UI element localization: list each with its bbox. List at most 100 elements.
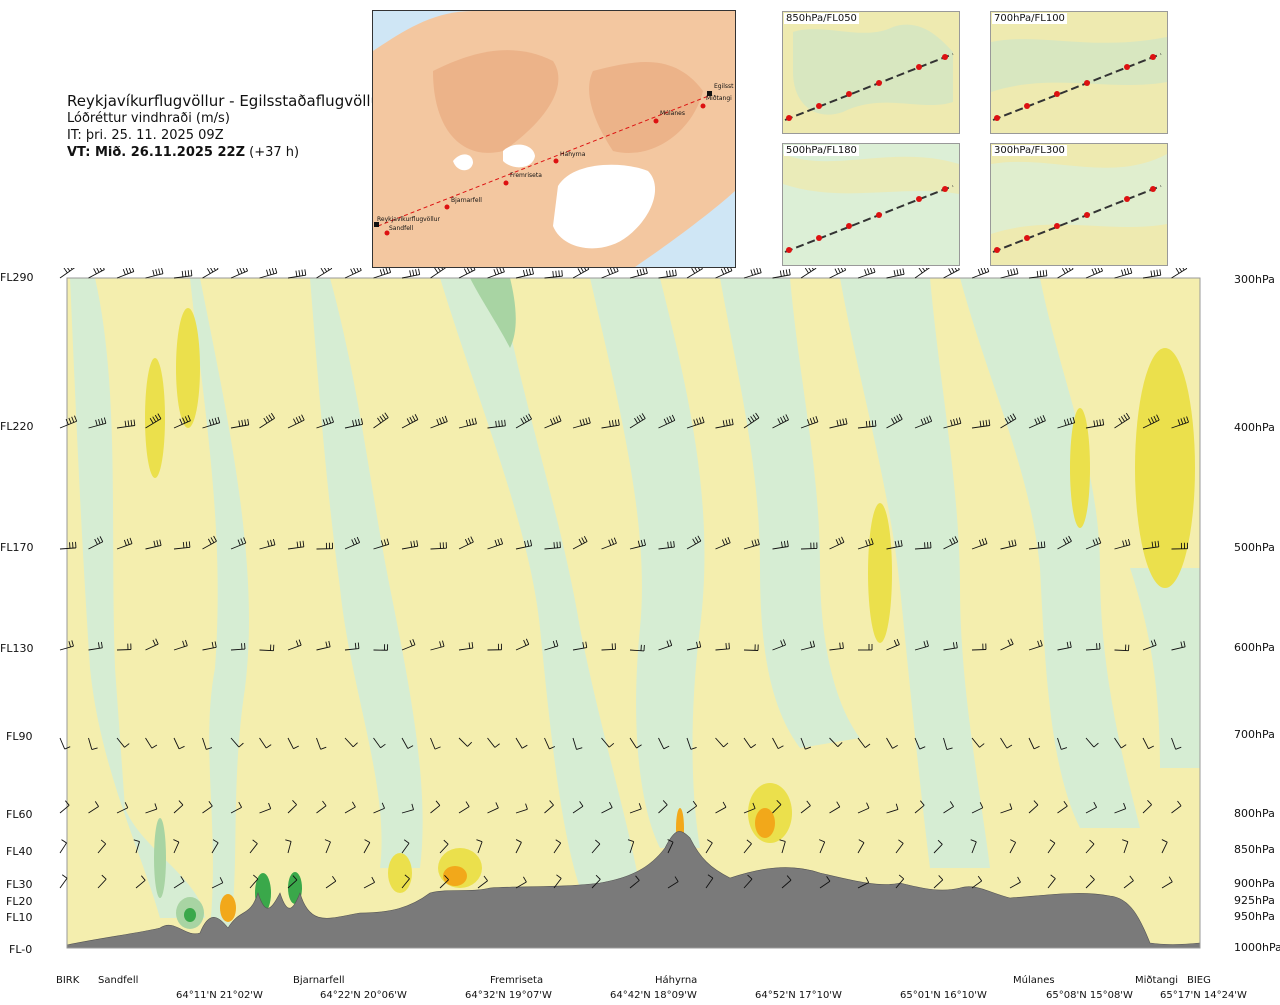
wind-barb: [430, 645, 445, 651]
wind-barb-feather: [253, 874, 259, 880]
wind-barb: [943, 806, 954, 814]
wind-barb-feather: [694, 268, 698, 273]
wind-barb-feather: [1017, 876, 1021, 883]
wind-barb: [601, 807, 613, 814]
wind-barb: [886, 737, 893, 749]
wind-barb-feather: [242, 268, 246, 273]
wind-barb: [401, 545, 418, 550]
wind-barb-feather: [949, 538, 953, 545]
coordinate-label: 65°01'N 16°10'W: [900, 990, 987, 1001]
downdraft-strong: [220, 894, 236, 922]
wind-barb-feather: [949, 801, 954, 807]
level-label-fl170: FL170: [0, 541, 34, 554]
wind-barb-feather: [870, 538, 874, 545]
coordinate-label: 64°52'N 17°10'W: [755, 990, 842, 1001]
wind-barb-feather: [1093, 801, 1097, 808]
wind-barb-feather: [1068, 535, 1072, 542]
level-label-fl90: FL90: [6, 730, 33, 743]
wind-barb-feather: [1040, 541, 1043, 548]
wind-barb: [1009, 842, 1017, 854]
wind-barb-feather: [1062, 538, 1067, 545]
wind-barb-feather: [1095, 538, 1099, 545]
wind-barb-feather: [1004, 417, 1009, 424]
wind-barb-feather: [463, 268, 468, 275]
wind-barb: [800, 737, 806, 750]
wind-barb-feather: [1150, 270, 1153, 277]
wind-barb-feather: [238, 801, 242, 808]
wind-barb-feather: [1120, 744, 1127, 749]
wind-barb-feather: [707, 874, 714, 879]
wind-barb: [145, 808, 157, 814]
wind-barb-feather: [386, 538, 390, 545]
wind-barb: [1000, 643, 1014, 651]
wind-barb-feather: [1008, 540, 1011, 547]
wind-barb-feather: [1043, 541, 1046, 548]
wind-barb-feather: [785, 269, 788, 276]
wind-barb: [515, 643, 529, 651]
wind-barb-feather: [558, 270, 560, 277]
wind-barb: [325, 841, 331, 854]
valid-offset: (+37 h): [249, 145, 300, 160]
wind-barb-feather: [844, 268, 847, 271]
wind-barb-feather: [155, 638, 159, 645]
wind-barb-feather: [1123, 414, 1128, 421]
wind-barb: [829, 737, 839, 747]
wind-barb: [658, 737, 665, 749]
wind-barb: [1000, 737, 1008, 749]
wind-barb-feather: [213, 535, 217, 542]
wind-barb-feather: [613, 268, 616, 273]
wind-barb: [686, 646, 701, 651]
wind-barb-feather: [609, 268, 614, 274]
wind-barb-feather: [1186, 416, 1189, 423]
wind-barb-feather: [412, 639, 416, 645]
mini-waypoints: [786, 54, 948, 121]
wind-barb-feather: [669, 270, 671, 277]
pressure-label-300: 300hPa: [1234, 273, 1275, 286]
wind-barb-feather: [692, 538, 697, 545]
wind-barb-feather: [133, 839, 140, 842]
wind-barb-feather: [181, 270, 184, 277]
wind-barb-feather: [666, 640, 670, 647]
wind-barb: [1047, 878, 1056, 889]
wind-barb-feather: [521, 744, 528, 749]
wind-barb: [629, 808, 642, 814]
wind-barb: [325, 880, 337, 889]
wind-barb-feather: [558, 415, 562, 422]
wind-barb-feather: [673, 541, 675, 548]
wind-barb-feather: [782, 639, 786, 646]
wind-barb-feather: [409, 416, 413, 423]
coordinate-label: 65°08'N 15°08'W: [1046, 990, 1133, 1001]
wind-barb-feather: [722, 801, 727, 808]
wind-barb-feather: [322, 800, 327, 807]
wind-barb-feather: [416, 540, 419, 547]
wind-barb-feather: [898, 874, 905, 880]
wind-barb: [487, 737, 496, 748]
downdraft-core: [145, 358, 165, 478]
wind-barb: [515, 545, 532, 550]
wind-barb-feather: [494, 539, 498, 546]
wind-barb-feather: [476, 839, 483, 843]
wind-barb-feather: [350, 268, 354, 275]
wind-barb-feather: [295, 417, 300, 423]
wind-barb-feather: [1063, 419, 1067, 426]
wind-barb-feather: [1009, 803, 1013, 810]
wind-barb-feather: [645, 268, 648, 274]
wind-barb-feather: [694, 537, 699, 543]
waypoint-sandfell: [384, 230, 390, 236]
wind-barb-feather: [471, 642, 474, 649]
wind-barb-feather: [504, 419, 506, 426]
wind-barb-feather: [64, 746, 71, 750]
wind-barb-feather: [210, 268, 214, 273]
wind-barb-feather: [869, 268, 873, 274]
wind-barb: [1171, 805, 1182, 814]
wind-barb-feather: [355, 419, 358, 426]
wind-barb-feather: [71, 416, 75, 423]
wind-barb: [230, 737, 240, 748]
mini-map-500-graphic: [783, 144, 959, 265]
wind-barb-feather: [728, 419, 731, 426]
wind-barb: [800, 547, 818, 550]
wind-barb: [971, 737, 980, 748]
downdraft-core: [1070, 408, 1090, 528]
wind-barb-feather: [898, 839, 904, 844]
route-map-graphic: Reykjavíkurflugvöllur Sandfell Bjarnarfe…: [373, 11, 735, 267]
